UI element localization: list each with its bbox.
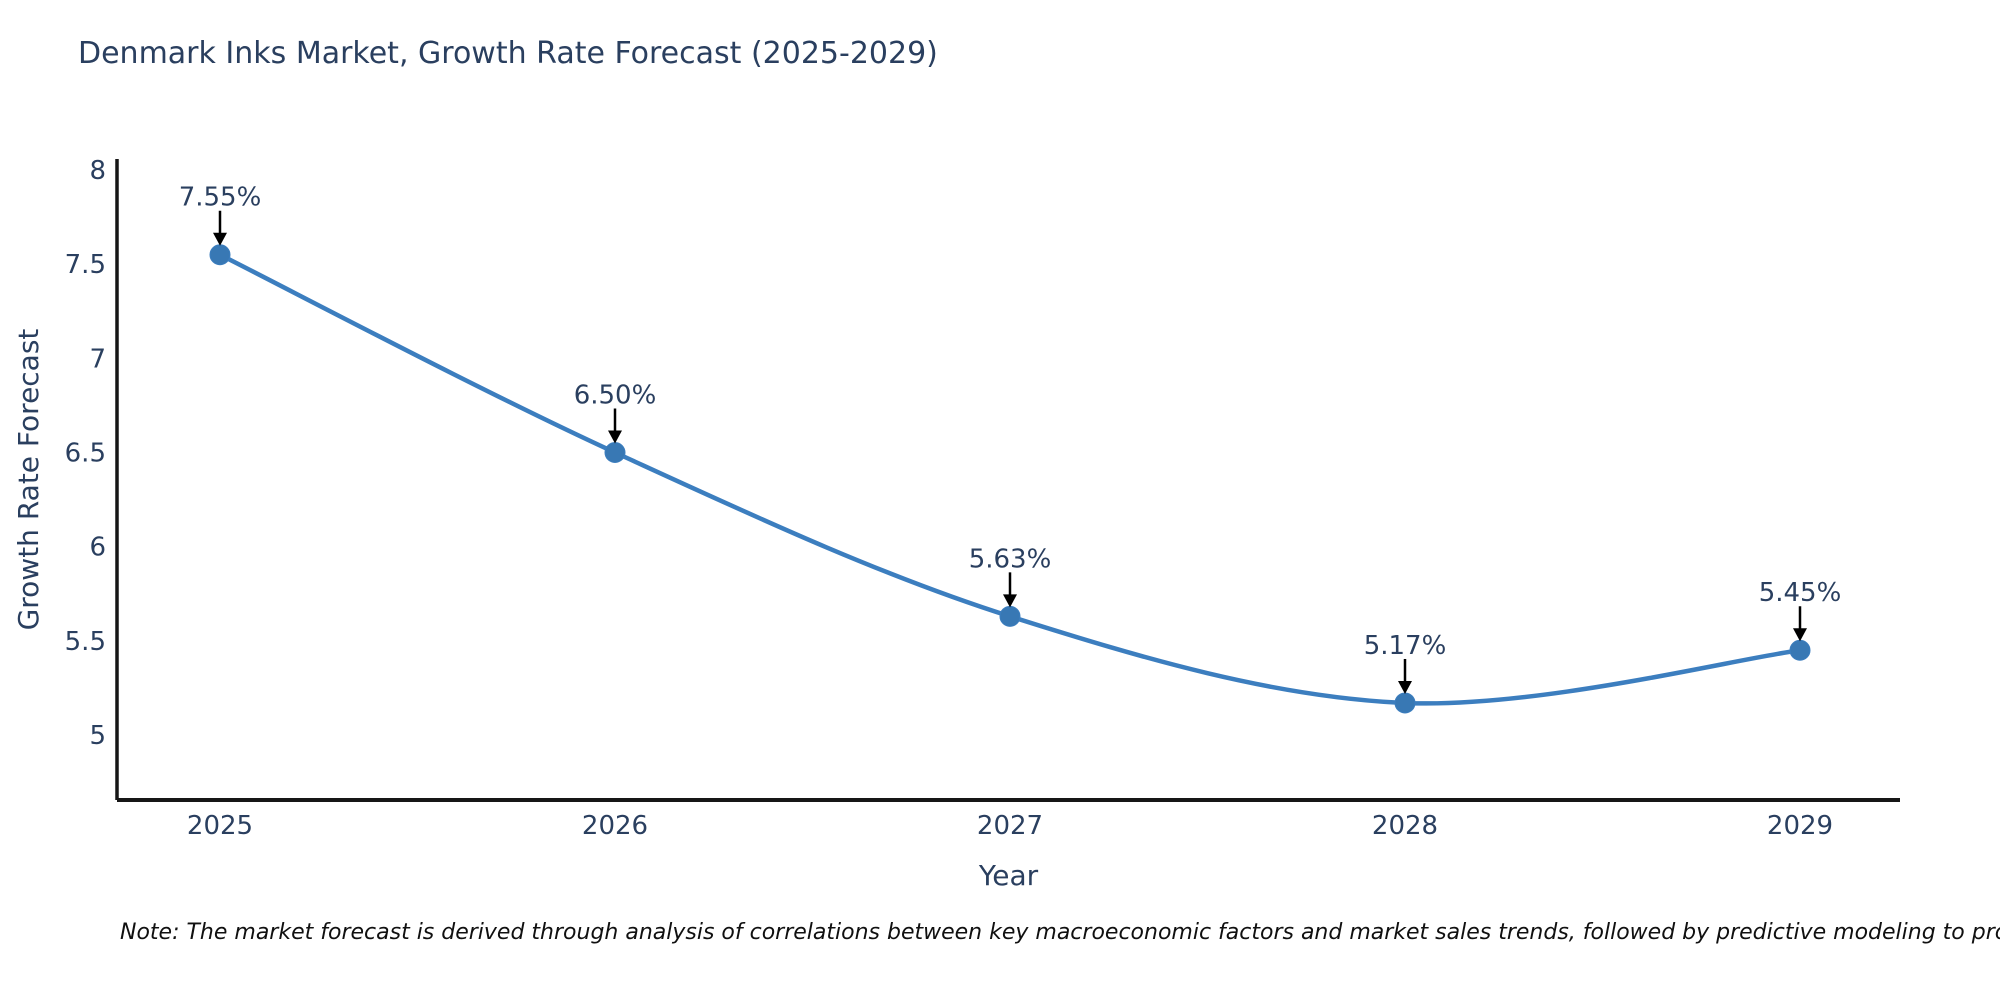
- data-point-marker: [604, 441, 626, 463]
- chart-title: Denmark Inks Market, Growth Rate Forecas…: [78, 36, 938, 71]
- y-tick-label: 5: [89, 721, 106, 751]
- y-tick-label: 8: [89, 156, 106, 186]
- annotation-arrowhead-icon: [1793, 628, 1807, 642]
- forecast-line: [217, 252, 1803, 706]
- data-point-label: 6.50%: [574, 380, 657, 410]
- y-tick-label: 6: [89, 533, 106, 563]
- x-tick-label: 2027: [977, 811, 1043, 841]
- footnote: Note: The market forecast is derived thr…: [120, 920, 2000, 945]
- y-tick-label: 7: [89, 344, 106, 374]
- y-tick-label: 7.5: [65, 250, 106, 280]
- x-tick-label: 2028: [1372, 811, 1438, 841]
- annotation-arrowhead-icon: [213, 232, 227, 246]
- annotation-arrowhead-icon: [1398, 680, 1412, 694]
- data-point-marker: [1394, 692, 1416, 714]
- annotation-arrowhead-icon: [608, 430, 622, 444]
- data-point-label: 7.55%: [179, 183, 262, 213]
- x-tick-label: 2029: [1767, 811, 1833, 841]
- y-axis-title: Growth Rate Forecast: [12, 329, 45, 631]
- data-point-marker: [209, 244, 231, 266]
- y-tick-label: 6.5: [65, 438, 106, 468]
- data-point-label: 5.45%: [1759, 578, 1842, 608]
- y-tick-label: 5.5: [65, 627, 106, 657]
- data-point-label: 5.17%: [1364, 631, 1447, 661]
- x-tick-label: 2025: [187, 811, 253, 841]
- annotation-arrowhead-icon: [1003, 594, 1017, 608]
- data-point-label: 5.63%: [969, 544, 1052, 574]
- x-axis-title: Year: [978, 859, 1039, 892]
- x-tick-label: 2026: [582, 811, 648, 841]
- data-point-marker: [1789, 639, 1811, 661]
- data-point-marker: [999, 605, 1021, 627]
